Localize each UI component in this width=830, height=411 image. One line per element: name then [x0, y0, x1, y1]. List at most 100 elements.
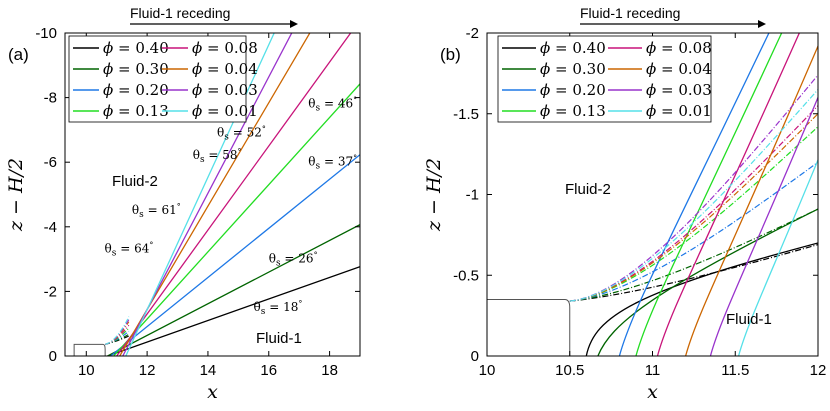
- theta-sub: s: [139, 210, 144, 220]
- theta-sym: θ: [308, 96, 315, 110]
- series-solid-b-7: [737, 158, 818, 356]
- series-dash-b-1: [569, 208, 818, 302]
- panel-a: 10 12 14 16 18 0 -2 -4 -6 -8 -10 x z − H/2 (a) Fluid-1…: [5, 5, 361, 403]
- legend-entry-a: ϕ = 0.40: [103, 39, 169, 57]
- legend-phi: ϕ: [103, 81, 113, 99]
- ytick-label-a: -2: [44, 283, 57, 300]
- theta-annotation: θs = 46°: [308, 95, 357, 113]
- xtick-label-b: 10.5: [555, 362, 584, 379]
- theta-annotation: θs = 58°: [193, 147, 242, 165]
- legend-entry-a: ϕ = 0.08: [192, 39, 258, 57]
- theta-eq: = 46: [320, 96, 353, 110]
- legend-entry-b: ϕ = 0.13: [540, 102, 606, 120]
- theta-deg: °: [149, 241, 153, 250]
- theta-annotation: θs = 18°: [254, 299, 303, 317]
- xtick-label-b: 10: [479, 362, 496, 379]
- legend-phi: ϕ: [646, 102, 656, 120]
- theta-eq: = 61: [144, 203, 177, 217]
- legend-box-b: [497, 35, 712, 123]
- theta-eq: = 52: [229, 125, 262, 139]
- series-line-a-0.13: [113, 82, 360, 356]
- legend-val: = 0.40: [113, 39, 169, 57]
- legend-phi: ϕ: [540, 102, 550, 120]
- region-fluid1-a: Fluid-1: [256, 330, 302, 347]
- arrow-label-a: Fluid-1 receding: [130, 5, 230, 21]
- panel-b: 10 10.5 11 11.5 12 0 -0.5 -1 -1.5 -2 x z − H/2 (b) Fl…: [423, 5, 826, 403]
- series-dash-b-5: [569, 113, 818, 302]
- theta-annotation: θs = 52°: [217, 124, 266, 142]
- legend-val: = 0.30: [113, 60, 169, 78]
- ytick-label-a: 0: [49, 348, 57, 365]
- legend-val: = 0.30: [550, 60, 606, 78]
- legend-entry-a: ϕ = 0.20: [103, 81, 169, 99]
- legend-entry-b: ϕ = 0.20: [540, 81, 606, 99]
- legend-val: = 0.03: [202, 81, 258, 99]
- arrow-head-b: [758, 20, 766, 28]
- theta-sub: s: [261, 307, 266, 317]
- xlabel-b: x: [647, 381, 658, 403]
- wall-step-b: [487, 298, 571, 356]
- series-dash-a-0.01: [104, 316, 130, 345]
- panel-label-a: (a): [8, 45, 29, 64]
- region-fluid2-b: Fluid-2: [565, 181, 611, 198]
- theta-sub: s: [276, 258, 281, 268]
- xtick-label-a: 12: [139, 362, 156, 379]
- theta-sym: θ: [254, 300, 261, 314]
- theta-annotation: θs = 61°: [132, 202, 181, 220]
- legend-entry-b: ϕ = 0.08: [646, 39, 712, 57]
- legend-entry-b: ϕ = 0.40: [540, 39, 606, 57]
- theta-annotation: θs = 64°: [105, 241, 154, 259]
- xtick-label-a: 18: [321, 362, 338, 379]
- legend-entry-a: ϕ = 0.03: [192, 81, 258, 99]
- series-line-a-0.04: [119, 33, 311, 356]
- theta-eq: = 58: [205, 148, 238, 162]
- legend-val: = 0.01: [202, 102, 258, 120]
- series-solid-b-1: [597, 208, 818, 356]
- series-dash-b-7: [569, 89, 818, 302]
- theta-sym: θ: [217, 125, 224, 139]
- theta-eq: = 37: [320, 154, 353, 168]
- series-line-a-0.30: [107, 223, 360, 356]
- series-solid-b-3: [635, 33, 783, 356]
- theta-eq: = 26: [281, 251, 314, 265]
- legend-phi: ϕ: [192, 39, 202, 57]
- ylabel-b: z − H/2: [423, 158, 445, 232]
- legend-phi: ϕ: [540, 39, 550, 57]
- ytick-label-b: -1: [466, 187, 479, 204]
- legend-phi: ϕ: [646, 39, 656, 57]
- theta-deg: °: [314, 250, 318, 259]
- legend-phi: ϕ: [646, 60, 656, 78]
- series-line-a-0.03: [122, 33, 293, 356]
- legend-entry-b: ϕ = 0.04: [646, 60, 712, 78]
- arrow-head-a: [290, 20, 298, 28]
- series-dash-b-0: [569, 243, 818, 302]
- legend-val: = 0.08: [202, 39, 258, 57]
- legend-phi: ϕ: [103, 60, 113, 78]
- ytick-label-b: -0.5: [453, 267, 479, 284]
- legend-entry-b: ϕ = 0.01: [646, 102, 712, 120]
- theta-annotation: θs = 37°: [308, 153, 357, 171]
- theta-sym: θ: [193, 148, 200, 162]
- region-fluid2-a: Fluid-2: [112, 173, 158, 190]
- ytick-label-b: 0: [471, 348, 479, 365]
- legend-val: = 0.04: [202, 60, 258, 78]
- theta-eq: = 64: [116, 242, 149, 256]
- legend-val: = 0.20: [550, 81, 606, 99]
- series-line-a-0.40: [107, 266, 360, 356]
- theta-sub: s: [224, 132, 229, 142]
- series-dash-b-6: [569, 74, 818, 302]
- curves-a: [73, 33, 360, 356]
- legend-val: = 0.03: [656, 81, 712, 99]
- arrow-label-b: Fluid-1 receding: [580, 5, 680, 21]
- theta-sym: θ: [308, 154, 315, 168]
- theta-sub: s: [200, 155, 205, 165]
- series-line-a-0.20: [110, 153, 360, 356]
- theta-sub: s: [316, 103, 321, 113]
- legend-phi: ϕ: [646, 81, 656, 99]
- series-solid-b-0: [585, 242, 818, 356]
- curves-b: [487, 33, 818, 356]
- series-solid-b-6: [709, 95, 818, 356]
- ytick-label-a: -6: [44, 154, 57, 171]
- theta-deg: °: [238, 147, 242, 156]
- theta-sub: s: [112, 249, 117, 259]
